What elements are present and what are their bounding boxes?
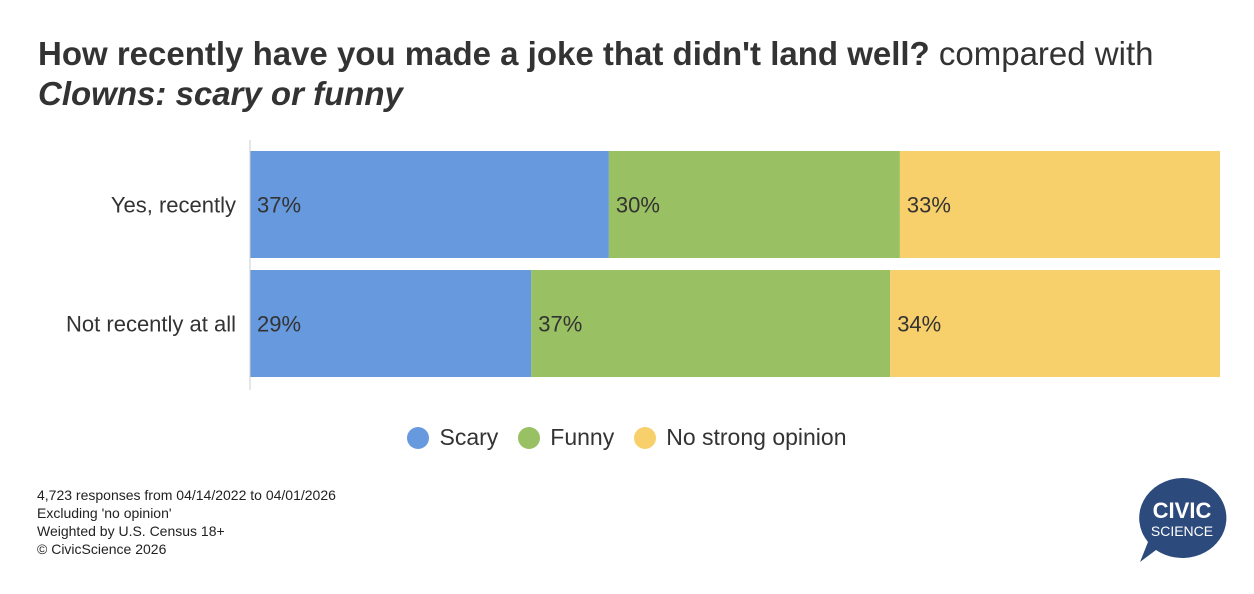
data-label: 34% — [897, 312, 941, 337]
svg-text:CIVIC: CIVIC — [1153, 498, 1212, 523]
civicscience-logo: CIVIC SCIENCE — [1139, 477, 1227, 562]
chart-title: How recently have you made a joke that d… — [38, 34, 1218, 114]
bar-segment-funny — [608, 151, 900, 258]
note-weighting: Weighted by U.S. Census 18+ — [37, 523, 225, 539]
legend-label: Funny — [550, 424, 615, 450]
bar-segment-no-strong-opinion — [890, 270, 1220, 377]
note-exclusion: Excluding 'no opinion' — [37, 505, 172, 521]
bar-chart: Yes, recently 37% 30% 33% Not recently at al… — [66, 140, 1220, 390]
svg-text:SCIENCE: SCIENCE — [1151, 523, 1213, 539]
legend-item: Funny — [518, 424, 614, 451]
title-compare: Clowns: scary or funny — [38, 75, 403, 112]
legend: Scary Funny No strong opinion — [0, 424, 1254, 451]
title-question: How recently have you made a joke that d… — [38, 35, 930, 72]
legend-dot-icon — [634, 426, 657, 449]
footnotes: 4,723 responses from 04/14/2022 to 04/01… — [37, 486, 336, 558]
legend-item: Scary — [407, 424, 498, 451]
legend-label: Scary — [439, 424, 499, 450]
title-connector: compared with — [929, 35, 1154, 72]
legend-dot-icon — [407, 426, 430, 449]
legend-dot-icon — [518, 426, 541, 449]
note-responses: 4,723 responses from 04/14/2022 to 04/01… — [37, 487, 336, 503]
data-label: 30% — [616, 193, 660, 218]
data-label: 37% — [538, 312, 582, 337]
legend-item: No strong opinion — [634, 424, 847, 451]
bar-segment-funny — [531, 270, 891, 377]
legend-label: No strong opinion — [666, 424, 847, 450]
bar-segment-no-strong-opinion — [899, 151, 1220, 258]
bar-segment-scary — [250, 151, 609, 258]
bar-segment-scary — [250, 270, 532, 377]
data-label: 33% — [907, 193, 951, 218]
note-copyright: © CivicScience 2026 — [37, 541, 167, 557]
data-label: 37% — [257, 193, 301, 218]
category-label: Yes, recently — [111, 193, 236, 218]
category-label: Not recently at all — [66, 312, 236, 337]
data-label: 29% — [257, 312, 301, 337]
